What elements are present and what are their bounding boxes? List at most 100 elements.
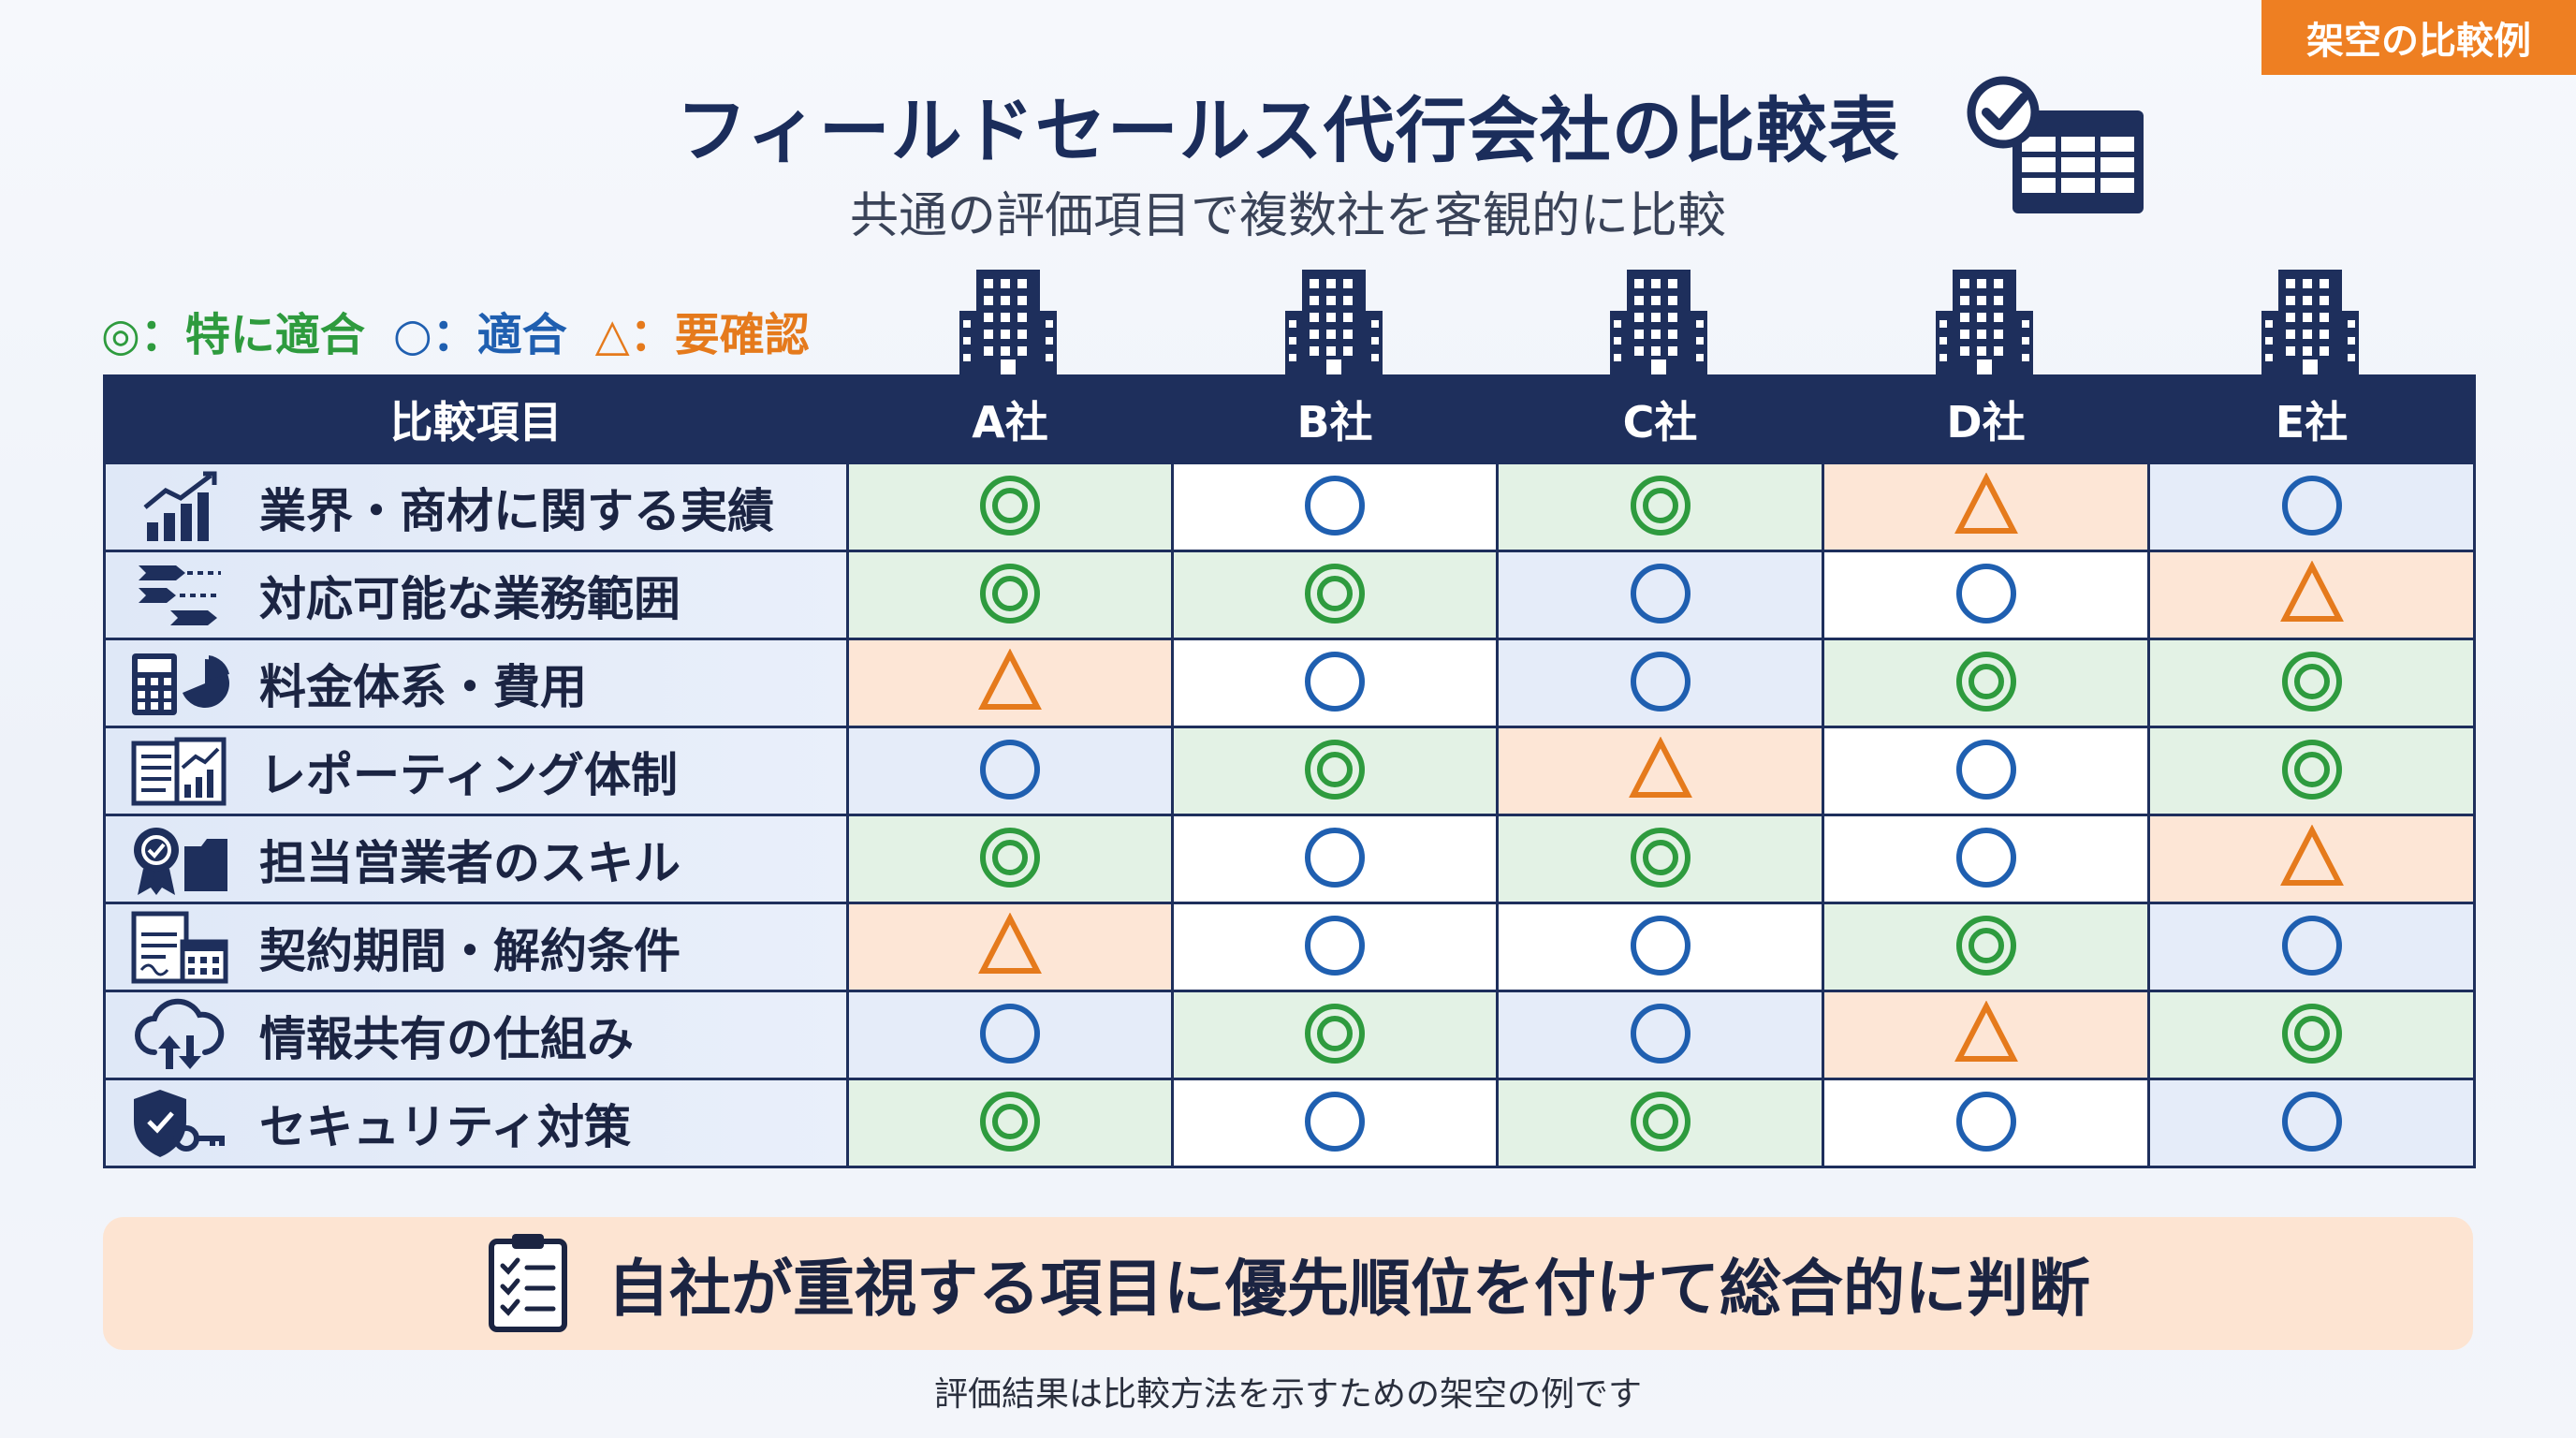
rating-good-icon — [2279, 473, 2345, 542]
legend-check: △：要確認 — [595, 298, 810, 363]
building-icon — [1603, 262, 1715, 378]
criteria-cell: 情報共有の仕組み — [103, 990, 849, 1080]
conclusion-box: 自社が重視する項目に優先順位を付けて総合的に判断 — [103, 1217, 2473, 1350]
criteria-cell: 担当営業者のスキル — [103, 814, 849, 904]
table-row: 情報共有の仕組み — [103, 990, 2476, 1080]
criteria-cell: レポーティング体制 — [103, 726, 849, 816]
rating-check-cell — [2147, 550, 2476, 640]
rating-good-cell — [2147, 902, 2476, 992]
rating-good-icon — [1628, 1001, 1693, 1070]
rating-good-icon — [1302, 825, 1368, 894]
workflow-arrows-icon — [128, 558, 231, 633]
table-row: 担当営業者のスキル — [103, 814, 2476, 904]
legend-good-text: ○：適合 — [392, 309, 567, 361]
rating-good-icon — [1302, 913, 1368, 982]
rating-excellent-cell — [846, 550, 1174, 640]
rating-check-icon — [1628, 735, 1693, 806]
rating-excellent-icon — [2279, 737, 2345, 806]
rating-good-cell — [1171, 902, 1499, 992]
rating-good-cell — [846, 726, 1174, 816]
contract-calendar-icon — [128, 910, 231, 985]
rating-good-icon — [1628, 561, 1693, 630]
rating-check-icon — [2279, 559, 2345, 630]
rating-good-cell — [1496, 902, 1824, 992]
rating-excellent-cell — [1496, 462, 1824, 552]
rating-good-icon — [1302, 1089, 1368, 1158]
rating-good-cell — [2147, 462, 2476, 552]
rating-excellent-cell — [846, 814, 1174, 904]
building-icon — [952, 262, 1064, 378]
rating-excellent-cell — [846, 462, 1174, 552]
rating-check-icon — [977, 647, 1043, 718]
table-row: レポーティング体制 — [103, 726, 2476, 816]
rating-good-cell — [1171, 814, 1499, 904]
building-icon — [2254, 262, 2366, 378]
criteria-label: 対応可能な業務範囲 — [259, 571, 681, 626]
rating-excellent-cell — [1496, 814, 1824, 904]
rating-excellent-icon — [1628, 1089, 1693, 1158]
criteria-label: レポーティング体制 — [259, 747, 678, 802]
building-icon — [1928, 262, 2041, 378]
rating-excellent-cell — [1171, 550, 1499, 640]
rating-good-cell — [1822, 814, 2150, 904]
rating-legend: ◎：特に適合 ○：適合 △：要確認 — [101, 298, 838, 363]
rating-good-cell — [1822, 550, 2150, 640]
rating-excellent-cell — [1171, 990, 1499, 1080]
rating-check-icon — [2279, 823, 2345, 894]
rating-excellent-icon — [2279, 649, 2345, 718]
table-row: セキュリティ対策 — [103, 1078, 2476, 1168]
report-chart-icon — [128, 734, 231, 809]
rating-excellent-icon — [1628, 825, 1693, 894]
rating-excellent-icon — [977, 473, 1043, 542]
rating-good-icon — [977, 1001, 1043, 1070]
rating-good-cell — [1822, 726, 2150, 816]
rating-good-cell — [1171, 638, 1499, 728]
criteria-cell: 料金体系・費用 — [103, 638, 849, 728]
shield-key-icon — [128, 1086, 231, 1161]
criteria-label: セキュリティ対策 — [259, 1099, 631, 1154]
header-company-c: C社 — [1496, 374, 1824, 464]
rating-check-cell — [2147, 814, 2476, 904]
award-badge-icon — [128, 822, 231, 897]
table-header-row: 比較項目 A社 B社 C社 D社 E社 — [103, 374, 2476, 464]
rating-excellent-cell — [1822, 638, 2150, 728]
growth-chart-icon — [128, 470, 231, 545]
rating-good-icon — [977, 737, 1043, 806]
rating-check-icon — [1954, 999, 2019, 1070]
rating-good-icon — [1954, 561, 2019, 630]
rating-check-cell — [1496, 726, 1824, 816]
criteria-label: 料金体系・費用 — [259, 659, 587, 714]
rating-good-icon — [2279, 913, 2345, 982]
legend-check-text: △：要確認 — [594, 309, 810, 361]
rating-good-icon — [1302, 473, 1368, 542]
rating-check-cell — [1822, 462, 2150, 552]
rating-excellent-icon — [977, 1089, 1043, 1158]
rating-good-cell — [1171, 1078, 1499, 1168]
rating-good-cell — [2147, 1078, 2476, 1168]
checked-table-icon — [1966, 73, 2153, 227]
header-company-b: B社 — [1171, 374, 1499, 464]
page-title: フィールドセールス代行会社の比較表 — [676, 89, 1900, 172]
criteria-cell: セキュリティ対策 — [103, 1078, 849, 1168]
rating-good-cell — [1496, 990, 1824, 1080]
criteria-label: 業界・商材に関する実績 — [259, 483, 774, 538]
rating-excellent-icon — [1954, 913, 2019, 982]
rating-excellent-icon — [1302, 561, 1368, 630]
rating-excellent-icon — [977, 825, 1043, 894]
rating-check-icon — [977, 911, 1043, 982]
rating-good-cell — [1171, 462, 1499, 552]
rating-good-icon — [1954, 825, 2019, 894]
table-row: 対応可能な業務範囲 — [103, 550, 2476, 640]
rating-check-cell — [846, 638, 1174, 728]
building-icon — [1278, 262, 1390, 378]
rating-good-icon — [1628, 649, 1693, 718]
rating-good-icon — [1302, 649, 1368, 718]
comparison-table: 比較項目 A社 B社 C社 D社 E社 業界・商材に関する実績 対応可能な業務範囲… — [103, 374, 2476, 1168]
rating-check-cell — [846, 902, 1174, 992]
rating-good-cell — [1496, 550, 1824, 640]
rating-excellent-icon — [1628, 473, 1693, 542]
header-company-d: D社 — [1822, 374, 2150, 464]
rating-excellent-cell — [1822, 902, 2150, 992]
header-company-a: A社 — [846, 374, 1174, 464]
checklist-clipboard-icon — [486, 1230, 570, 1337]
